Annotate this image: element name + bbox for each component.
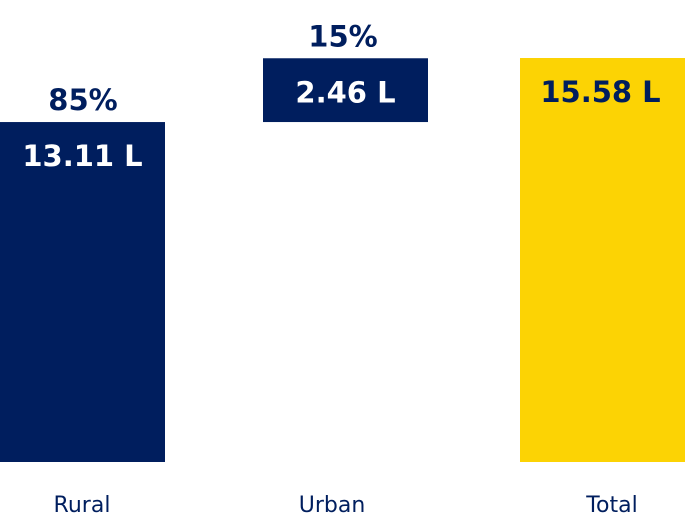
value-label-total: 15.58 L bbox=[540, 75, 660, 109]
value-label-rural: 13.11 L bbox=[22, 139, 142, 173]
bar-total bbox=[520, 58, 685, 462]
category-label-urban: Urban bbox=[299, 493, 366, 518]
share-label-rural: 85% bbox=[48, 83, 117, 117]
bar-rural bbox=[0, 122, 165, 463]
category-label-rural: Rural bbox=[54, 493, 111, 518]
category-label-total: Total bbox=[585, 493, 637, 518]
bar-urban bbox=[263, 58, 428, 123]
value-label-urban: 2.46 L bbox=[295, 75, 395, 109]
share-label-urban: 15% bbox=[308, 19, 377, 53]
